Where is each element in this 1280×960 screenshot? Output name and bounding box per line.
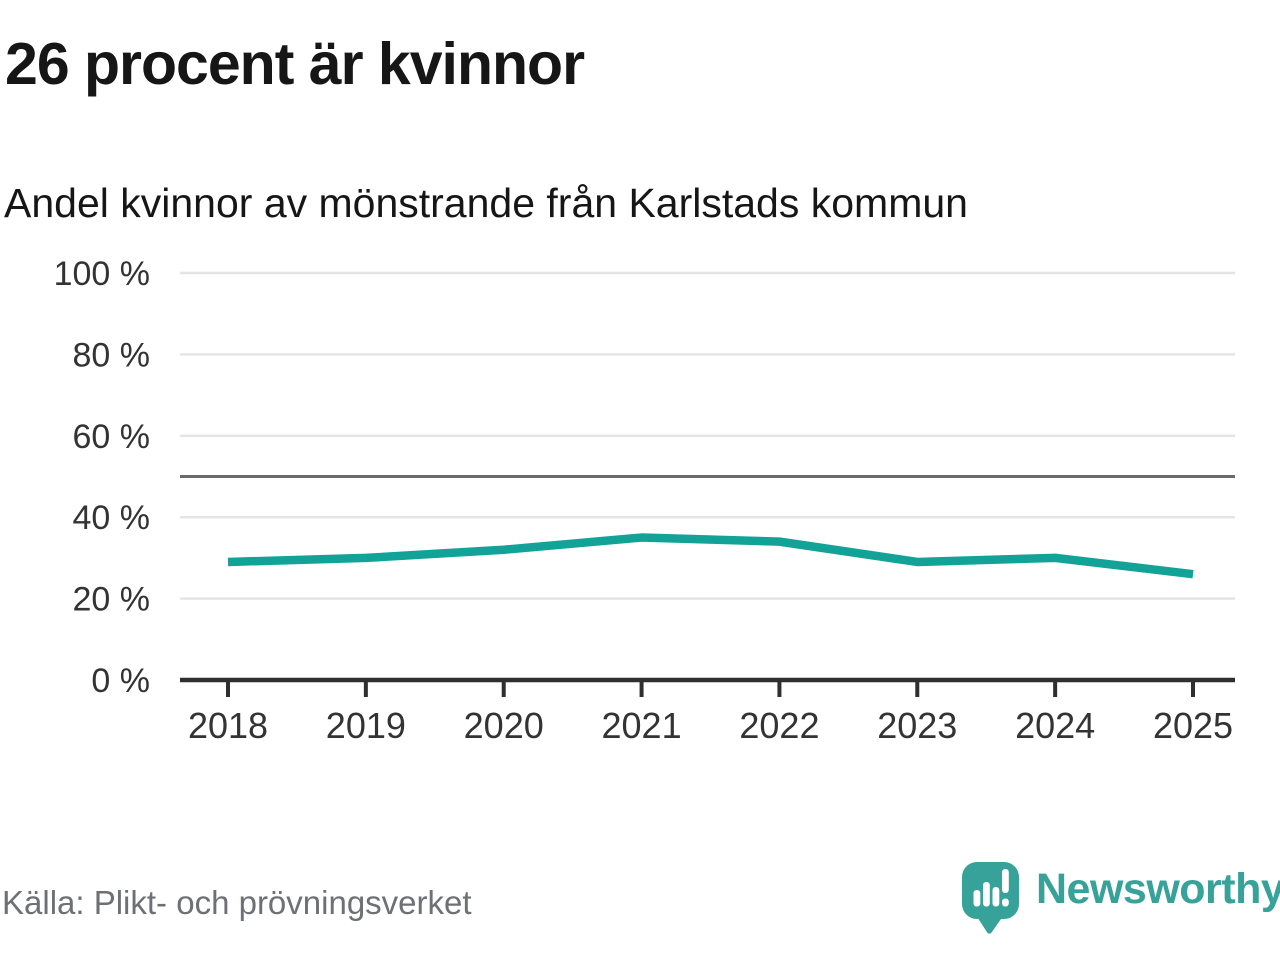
newsworthy-wordmark: Newsworthy xyxy=(1036,865,1280,913)
x-axis-tick-label: 2019 xyxy=(326,705,406,746)
x-axis-tick-label: 2022 xyxy=(739,705,819,746)
data-line xyxy=(227,533,1194,579)
x-axis-tick-label: 2021 xyxy=(602,705,682,746)
source-note: Källa: Plikt- och prövningsverket xyxy=(2,884,472,921)
y-axis-tick-label: 40 % xyxy=(73,499,151,537)
y-axis-tick-label: 80 % xyxy=(73,336,151,374)
y-axis-tick-label: 0 % xyxy=(91,662,150,700)
chart-subtitle: Andel kvinnor av mönstrande från Karlsta… xyxy=(4,180,968,226)
x-axis-tick-label: 2018 xyxy=(188,705,268,746)
x-axis-tick-label: 2023 xyxy=(877,705,957,746)
x-axis-tick-label: 2020 xyxy=(464,705,544,746)
y-axis-tick-label: 60 % xyxy=(73,418,151,456)
y-axis-tick-label: 20 % xyxy=(73,581,151,619)
x-axis-tick-label: 2024 xyxy=(1015,705,1095,746)
y-axis-tick-label: 100 % xyxy=(54,255,150,293)
newsworthy-speech-bubble-icon xyxy=(962,862,1019,934)
x-axis-tick-label: 2025 xyxy=(1153,705,1233,746)
chart-title: 26 procent är kvinnor xyxy=(5,31,585,97)
newsworthy-logo: Newsworthy xyxy=(962,862,1280,934)
